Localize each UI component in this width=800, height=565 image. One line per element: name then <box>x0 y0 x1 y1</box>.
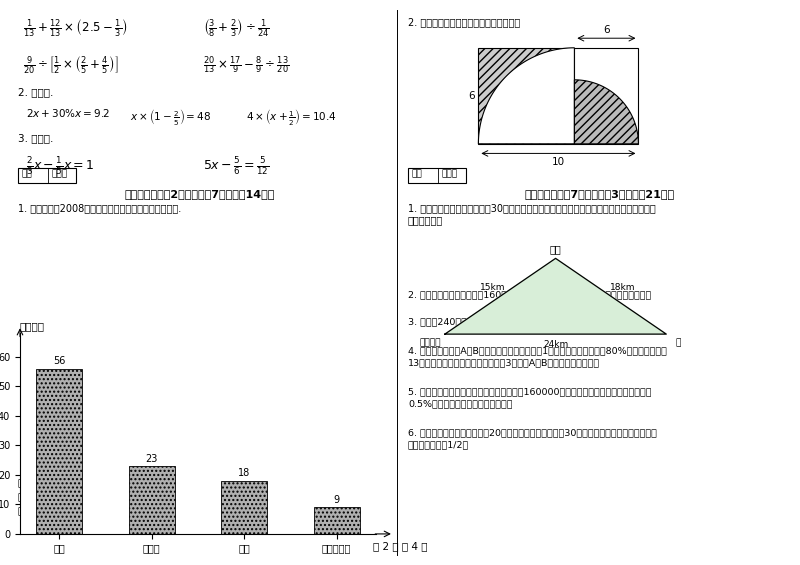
Text: 18: 18 <box>238 468 250 479</box>
Bar <box>408 168 466 183</box>
Polygon shape <box>574 80 638 144</box>
Bar <box>221 481 267 534</box>
Bar <box>36 369 82 534</box>
Text: $\frac{2}{3}x-\frac{1}{5}x=1$: $\frac{2}{3}x-\frac{1}{5}x=1$ <box>26 155 94 177</box>
Text: 23: 23 <box>146 454 158 464</box>
Text: 2. 一本书，看了几天后还剩160页没看，剩下的页数比这本书的少20页，这本书多少页？: 2. 一本书，看了几天后还剩160页没看，剩下的页数比这本书的少20页，这本书多… <box>408 290 651 299</box>
Text: 6. 一项工程，甲队单独做需要20天完成，乙队单独做需要30天完成，甲乙两队合做需要几天: 6. 一项工程，甲队单独做需要20天完成，乙队单独做需要30天完成，甲乙两队合做… <box>408 428 657 437</box>
Bar <box>129 466 175 534</box>
Text: 完成这项工程的1/2？: 完成这项工程的1/2？ <box>408 440 470 449</box>
Text: $\frac{20}{13}\times\frac{17}{9}-\frac{8}{9}\div\frac{13}{20}$: $\frac{20}{13}\times\frac{17}{9}-\frac{8… <box>203 54 290 76</box>
Text: 得分: 得分 <box>412 169 422 178</box>
Text: 6: 6 <box>469 91 475 101</box>
Text: $\frac{1}{13}+\frac{12}{13}\times\left(2.5-\frac{1}{3}\right)$: $\frac{1}{13}+\frac{12}{13}\times\left(2… <box>23 17 128 38</box>
Bar <box>18 168 76 183</box>
Polygon shape <box>445 258 666 334</box>
Text: 评卷人: 评卷人 <box>51 169 67 178</box>
Text: 5. 小康家投保了家庭财产保险，保险金额为160000元，保险期限为三年，按年保险费率: 5. 小康家投保了家庭财产保险，保险金额为160000元，保险期限为三年，按年保… <box>408 387 651 396</box>
Text: 18km: 18km <box>610 283 636 292</box>
Text: 2. 求图中阴影部分的面积（单位：厘米）: 2. 求图中阴影部分的面积（单位：厘米） <box>408 17 520 27</box>
Text: 0.5%计算，共需缴纳保险费多少元？: 0.5%计算，共需缴纳保险费多少元？ <box>408 399 513 408</box>
Text: $2x+30\%x=9.2$: $2x+30\%x=9.2$ <box>26 107 110 119</box>
Text: （用比例解）: （用比例解） <box>408 215 443 225</box>
Text: $x\times\left(1-\frac{2}{5}\right)=48$: $x\times\left(1-\frac{2}{5}\right)=48$ <box>130 107 211 127</box>
Text: 评卷人: 评卷人 <box>441 169 457 178</box>
Text: $4\times\left(x+\frac{1}{2}\right)=10.4$: $4\times\left(x+\frac{1}{2}\right)=10.4$ <box>246 107 337 127</box>
Text: 单位：票: 单位：票 <box>20 321 45 331</box>
Text: 2. 解方程.: 2. 解方程. <box>18 87 54 97</box>
Text: （3）投票结果一出来，报纸、电视都说：北京得票是数遥遥领先，为什么这样说？: （3）投票结果一出来，报纸、电视都说：北京得票是数遥遥领先，为什么这样说？ <box>18 506 231 515</box>
Polygon shape <box>478 48 574 144</box>
Text: 图书大厦: 图书大厦 <box>420 338 442 347</box>
Text: 第 2 页 共 4 页: 第 2 页 共 4 页 <box>373 541 427 551</box>
Text: 单位: 单位 <box>550 244 562 254</box>
Text: 15km: 15km <box>480 283 506 292</box>
Polygon shape <box>478 48 574 144</box>
Text: 24km: 24km <box>543 340 568 349</box>
Text: 得分: 得分 <box>22 169 33 178</box>
Text: 1. 下面是申报2008年奥运会主办城市的得票情况统计图.: 1. 下面是申报2008年奥运会主办城市的得票情况统计图. <box>18 203 182 213</box>
Text: 家: 家 <box>676 338 682 347</box>
Text: （1）四个申办城市的得票总数是______票.: （1）四个申办城市的得票总数是______票. <box>18 478 142 487</box>
Text: 六、应用题（共7小题，每题3分，共计21分）: 六、应用题（共7小题，每题3分，共计21分） <box>525 189 675 199</box>
Text: 1. 如图爸爸开车从家到单位需30分钟，如他以同样速度开车从家去图书大厦，需多少分钟？: 1. 如图爸爸开车从家到单位需30分钟，如他以同样速度开车从家去图书大厦，需多少… <box>408 203 656 213</box>
Text: 五、综合题（共2小题，每题7分，共计14分）: 五、综合题（共2小题，每题7分，共计14分） <box>125 189 275 199</box>
Text: 6: 6 <box>603 25 610 35</box>
Text: $\left(\frac{3}{8}+\frac{2}{3}\right)\div\frac{1}{24}$: $\left(\frac{3}{8}+\frac{2}{3}\right)\di… <box>203 17 270 38</box>
Text: 56: 56 <box>53 357 66 366</box>
Text: 9: 9 <box>334 495 340 505</box>
Text: $\frac{9}{20}\div\left[\frac{1}{2}\times\left(\frac{2}{5}+\frac{4}{5}\right)\rig: $\frac{9}{20}\div\left[\frac{1}{2}\times… <box>23 54 118 75</box>
Text: （2）北京得______票，占得票总数的______%.: （2）北京得______票，占得票总数的______%. <box>18 492 168 501</box>
Text: 4. 甲乙两车分别从A、B两城同时相对开出，经过1个时，甲车行了全程的80%，乙车超过中点: 4. 甲乙两车分别从A、B两城同时相对开出，经过1个时，甲车行了全程的80%，乙… <box>408 346 667 355</box>
Bar <box>314 507 360 534</box>
Text: $5x-\frac{5}{6}=\frac{5}{12}$: $5x-\frac{5}{6}=\frac{5}{12}$ <box>203 155 270 177</box>
Polygon shape <box>574 48 638 144</box>
Text: 10: 10 <box>552 158 565 167</box>
Text: 3. 解方程.: 3. 解方程. <box>18 133 54 143</box>
Text: 13千米，已知甲车比乙车每小时多行3千米，A、B两城相距多少千米？: 13千米，已知甲车比乙车每小时多行3千米，A、B两城相距多少千米？ <box>408 358 600 367</box>
Text: 3. 一本书240页，小明6天看了全书的3/5，他平均每天看多少页？: 3. 一本书240页，小明6天看了全书的3/5，他平均每天看多少页？ <box>408 317 598 326</box>
